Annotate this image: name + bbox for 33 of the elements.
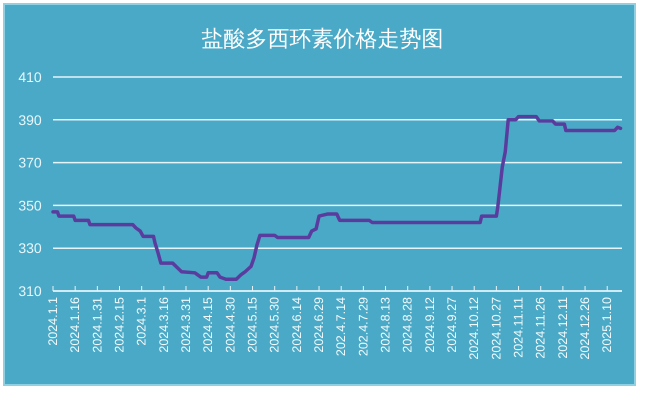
x-tick-label: 202.4.7.14 (334, 296, 348, 356)
y-tick-label: 330 (18, 240, 42, 256)
y-tick-label: 410 (18, 69, 42, 85)
x-tick-label: 2024.9.27 (445, 296, 460, 353)
x-tick-label: 2024.9.12 (422, 296, 437, 353)
x-tick-label: 2024.1.1 (46, 296, 60, 346)
x-tick-label: 2024.3.31 (179, 296, 194, 353)
y-tick-label: 350 (18, 197, 42, 214)
chart-title: 盐酸多西环素价格走势图 (202, 26, 444, 51)
x-tick-label: 2024.5.15 (246, 296, 260, 353)
y-tick-label: 390 (18, 112, 42, 128)
x-tick-label: 2024.12.11 (556, 296, 570, 359)
x-tick-label: 2024.1.16 (68, 296, 82, 353)
x-tick-label: 2024.4.30 (223, 296, 238, 353)
x-tick-label: 202.4.7.29 (356, 296, 370, 356)
x-tick-label: 2024.11.26 (534, 296, 548, 359)
x-tick-label: 2024.3.1 (134, 296, 149, 346)
x-tick-label: 2024.8.13 (378, 296, 393, 353)
x-tick-label: 2025.1.10 (600, 296, 614, 353)
y-tick-label: 310 (18, 283, 42, 299)
x-tick-label: 2024.6.29 (312, 296, 326, 353)
x-tick-label: 2024.5.30 (268, 296, 282, 353)
x-tick-label: 2024.2.15 (112, 296, 127, 353)
x-tick-label: 2024.4.15 (201, 296, 216, 353)
x-tick-label: 2024.3.16 (156, 296, 171, 353)
x-tick-label: 2024.12.26 (578, 296, 592, 360)
x-tick-label: 2024.8.28 (400, 296, 415, 353)
x-tick-label: 2024.6.14 (290, 296, 304, 353)
x-tick-label: 2024.1.31 (90, 296, 104, 353)
x-tick-label: 2024.10.12 (467, 296, 482, 360)
x-tick-label: 2024.10.27 (489, 296, 504, 360)
y-tick-label: 370 (18, 154, 42, 171)
x-tick-label: 2024.11.11 (512, 296, 526, 358)
